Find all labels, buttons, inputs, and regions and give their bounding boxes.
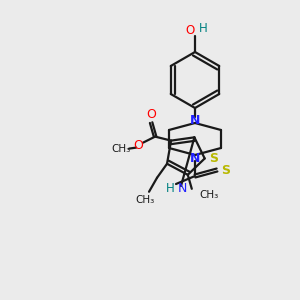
Text: O: O bbox=[185, 23, 195, 37]
Text: S: S bbox=[221, 164, 230, 176]
Text: N: N bbox=[177, 182, 187, 194]
Text: CH₃: CH₃ bbox=[112, 144, 131, 154]
Text: N: N bbox=[190, 113, 200, 127]
Text: O: O bbox=[133, 139, 143, 152]
Text: H: H bbox=[166, 182, 174, 194]
Text: N: N bbox=[190, 152, 200, 164]
Text: CH₃: CH₃ bbox=[200, 190, 219, 200]
Text: O: O bbox=[146, 108, 156, 121]
Text: H: H bbox=[199, 22, 207, 34]
Text: S: S bbox=[209, 152, 218, 165]
Text: CH₃: CH₃ bbox=[135, 195, 154, 205]
